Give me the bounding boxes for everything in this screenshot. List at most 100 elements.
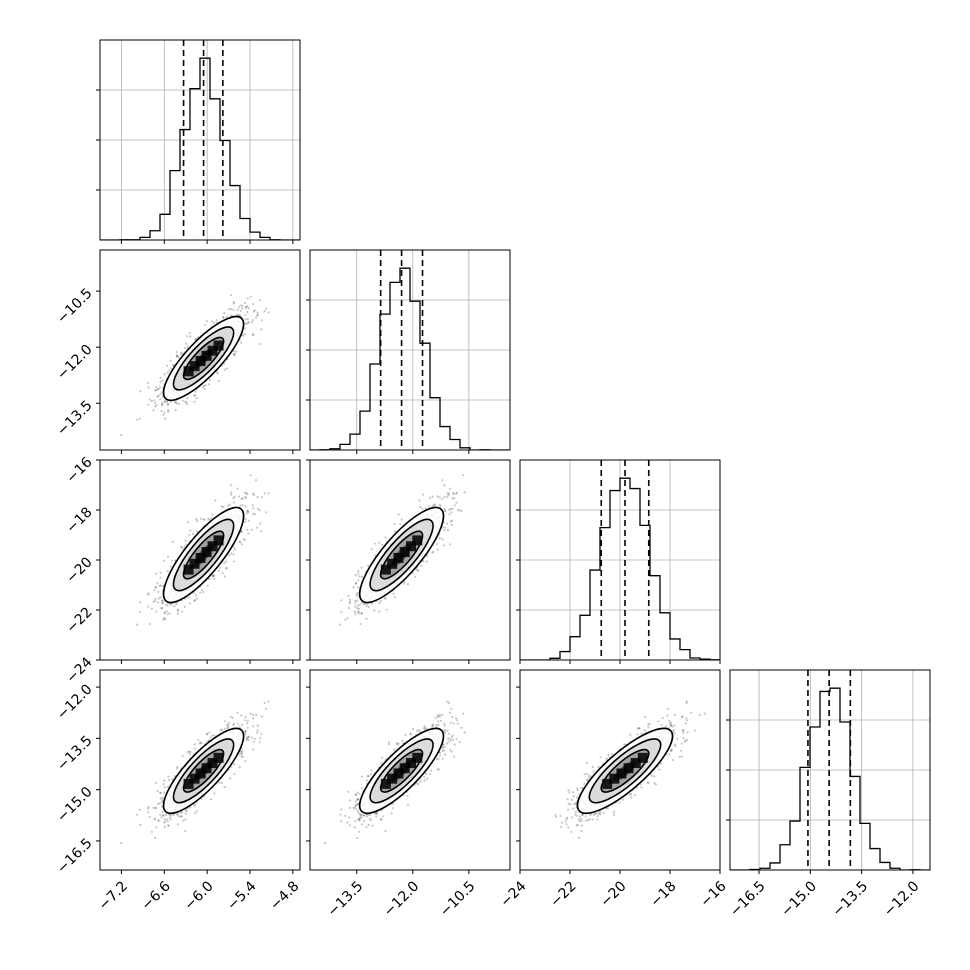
sample-point bbox=[199, 517, 203, 520]
sample-point bbox=[239, 304, 242, 307]
sample-point bbox=[159, 377, 162, 380]
sample-point bbox=[373, 609, 376, 612]
sample-point bbox=[171, 540, 174, 544]
sample-point bbox=[185, 401, 188, 404]
sample-point bbox=[431, 495, 434, 498]
sample-point bbox=[458, 509, 461, 512]
sample-point bbox=[213, 577, 216, 580]
sample-point bbox=[187, 596, 190, 599]
sample-point bbox=[186, 335, 189, 338]
sample-point bbox=[222, 505, 225, 509]
sample-point bbox=[169, 565, 172, 568]
sample-point bbox=[402, 582, 405, 585]
sample-point bbox=[232, 349, 236, 352]
sample-point bbox=[232, 352, 235, 355]
sample-point bbox=[232, 553, 235, 556]
sample-point bbox=[216, 370, 219, 374]
sample-point bbox=[161, 602, 164, 605]
sample-point bbox=[161, 403, 164, 406]
sample-point bbox=[238, 540, 241, 543]
sample-point bbox=[176, 612, 179, 615]
sample-point bbox=[193, 599, 196, 602]
sample-point bbox=[232, 501, 235, 504]
sample-point bbox=[176, 354, 179, 357]
sample-point bbox=[255, 479, 258, 482]
sample-point bbox=[180, 353, 183, 356]
sample-point bbox=[163, 559, 166, 562]
sample-point bbox=[448, 508, 451, 511]
sample-point bbox=[167, 824, 170, 827]
sample-point bbox=[400, 518, 403, 521]
sample-point bbox=[176, 608, 179, 611]
sample-point bbox=[193, 599, 196, 602]
sample-point bbox=[159, 813, 162, 816]
sample-point bbox=[233, 548, 236, 551]
sample-point bbox=[167, 402, 170, 406]
sample-point bbox=[449, 508, 452, 511]
sample-point bbox=[157, 387, 160, 391]
sample-point bbox=[162, 618, 165, 621]
sample-point bbox=[234, 350, 237, 353]
sample-point bbox=[354, 574, 357, 577]
sample-point bbox=[245, 491, 248, 494]
sample-point bbox=[384, 536, 387, 539]
sample-point bbox=[236, 711, 239, 714]
sample-point bbox=[193, 803, 196, 806]
sample-point bbox=[184, 400, 187, 403]
sample-point bbox=[441, 526, 445, 529]
sample-point bbox=[242, 538, 245, 541]
sample-point bbox=[449, 487, 452, 490]
sample-point bbox=[263, 701, 266, 705]
sample-point bbox=[244, 327, 247, 330]
sample-point bbox=[233, 560, 236, 563]
sample-point bbox=[188, 331, 191, 335]
sample-point bbox=[233, 353, 236, 356]
sample-point bbox=[220, 505, 223, 508]
sample-point bbox=[256, 496, 259, 499]
sample-point bbox=[438, 496, 441, 499]
sample-point bbox=[260, 530, 263, 533]
sample-point bbox=[147, 381, 150, 384]
sample-point bbox=[155, 807, 158, 810]
sample-point bbox=[183, 346, 186, 350]
sample-point bbox=[167, 409, 170, 412]
sample-point bbox=[176, 813, 179, 816]
sample-point bbox=[453, 497, 456, 500]
density-peak bbox=[183, 366, 194, 377]
sample-point bbox=[443, 510, 446, 513]
sample-point bbox=[161, 607, 164, 610]
sample-point bbox=[230, 314, 233, 317]
density-peak bbox=[189, 558, 200, 569]
sample-point bbox=[433, 503, 436, 506]
sample-point bbox=[450, 519, 453, 522]
sample-point bbox=[202, 518, 205, 521]
sample-point bbox=[164, 417, 167, 420]
sample-point bbox=[157, 388, 160, 391]
sample-point bbox=[429, 496, 432, 500]
sample-point bbox=[211, 574, 214, 578]
sample-point bbox=[460, 510, 463, 513]
sample-point bbox=[166, 555, 169, 558]
sample-point bbox=[181, 610, 184, 613]
sample-point bbox=[161, 601, 164, 605]
sample-point bbox=[230, 484, 233, 487]
sample-point bbox=[163, 399, 166, 402]
sample-point bbox=[176, 812, 179, 816]
sample-point bbox=[348, 602, 351, 605]
sample-point bbox=[166, 371, 169, 374]
sample-point bbox=[159, 380, 162, 383]
sample-point bbox=[186, 397, 189, 400]
sample-point bbox=[373, 542, 376, 545]
sample-point bbox=[202, 386, 205, 389]
sample-point bbox=[244, 505, 247, 508]
sample-point bbox=[240, 714, 243, 717]
sample-point bbox=[439, 505, 442, 508]
sample-point bbox=[247, 519, 250, 522]
sample-point bbox=[365, 617, 368, 621]
sample-point bbox=[441, 479, 444, 482]
sample-point bbox=[360, 575, 363, 579]
sample-point bbox=[158, 385, 161, 388]
sample-point bbox=[232, 302, 235, 305]
sample-point bbox=[163, 617, 166, 621]
sample-point bbox=[223, 311, 226, 315]
